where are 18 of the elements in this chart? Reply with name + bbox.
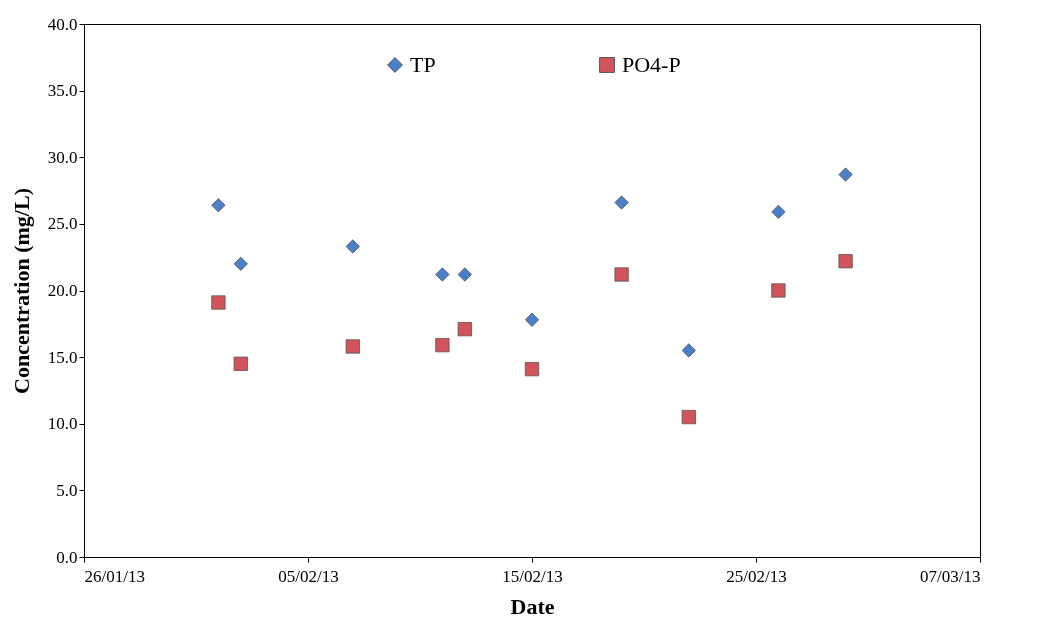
x-tick-label: 05/02/13 xyxy=(278,566,339,586)
y-tick-label: 20.0 xyxy=(47,281,78,300)
y-tick-label: 35.0 xyxy=(47,81,78,101)
y-tick-label: 30.0 xyxy=(47,147,78,167)
y-tick-label: 15.0 xyxy=(47,347,78,367)
y-tick-label: 5.0 xyxy=(56,480,78,500)
x-axis-title: Date xyxy=(510,593,555,619)
x-tick-label: 25/02/13 xyxy=(726,566,787,586)
legend-label: TP xyxy=(410,52,436,77)
y-tick-label: 0.0 xyxy=(56,547,78,567)
x-tick-label: 07/03/13 xyxy=(920,566,981,586)
y-tick-label: 10.0 xyxy=(47,414,78,434)
y-tick-label: 25.0 xyxy=(47,214,78,234)
legend-label: PO4-P xyxy=(622,52,681,77)
x-tick-label: 15/02/13 xyxy=(502,566,563,586)
y-axis-title: Concentration (mg/L) xyxy=(8,188,34,394)
y-tick-label: 40.0 xyxy=(47,14,78,34)
x-tick-label: 26/01/13 xyxy=(84,566,145,586)
